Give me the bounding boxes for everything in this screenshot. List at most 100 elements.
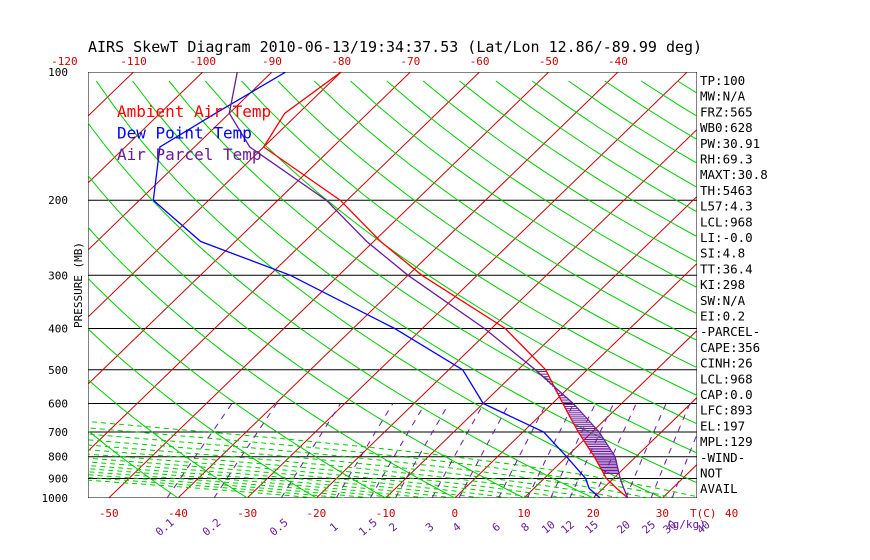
index-entry: MAXT:30.8: [700, 167, 768, 182]
pressure-tick-label: 700: [48, 426, 68, 439]
index-entry: SI:4.8: [700, 246, 745, 261]
mixing-ratio-line: [593, 403, 637, 498]
moist-adiabat-line: [88, 427, 677, 498]
cape-hatch: [537, 371, 619, 475]
dry-adiabat-line: [313, 80, 697, 341]
bottom-temp-tick-label: -10: [376, 507, 396, 520]
dew-point-line: [152, 72, 601, 498]
dry-adiabat-line: [88, 429, 179, 498]
isotherm-line: [108, 72, 550, 498]
bottom-temp-tick-label: 40: [725, 507, 738, 520]
mixing-ratio-tick-label: 0.2: [200, 516, 224, 539]
index-entry: MPL:129: [700, 434, 753, 449]
moist-adiabat-line: [88, 461, 483, 498]
dry-adiabat-line: [422, 80, 697, 263]
top-temp-tick-label: -100: [189, 55, 216, 68]
index-entry: NOT: [700, 466, 723, 481]
isotherm-line: [88, 72, 342, 318]
mixing-ratio-line: [394, 403, 450, 498]
dry-adiabat-line: [204, 80, 697, 425]
mixing-ratio-tick-label: 4: [450, 520, 464, 534]
pressure-tick-label: 400: [48, 322, 68, 335]
moist-adiabat-line: [88, 421, 697, 498]
mixing-ratio-tick-label: 20: [614, 518, 633, 536]
mixing-ratio-line: [550, 403, 596, 498]
dry-adiabat-line: [168, 80, 697, 454]
index-entry: -WIND-: [700, 450, 745, 465]
dry-adiabat-line: [459, 80, 697, 238]
index-entry: TP:100: [700, 73, 745, 88]
isotherm-line: [523, 329, 697, 498]
pressure-tick-label: 800: [48, 451, 68, 464]
dry-adiabat-line: [241, 80, 697, 396]
dry-adiabat-line: [88, 378, 249, 498]
index-entry: WB0:628: [700, 120, 753, 135]
legend-entry: Ambient Air Temp: [117, 102, 271, 121]
pressure-tick-label: 500: [48, 364, 68, 377]
mixing-ratio-line: [527, 403, 575, 498]
ambient-temp-line: [262, 72, 629, 498]
top-temp-tick-label: -110: [120, 55, 147, 68]
index-entry: TH:5463: [700, 183, 753, 198]
mixing-ratio-line: [369, 403, 426, 498]
x-axis-label: T(C): [690, 507, 717, 520]
pressure-tick-label: 1000: [42, 492, 69, 505]
legend-entry: Dew Point Temp: [117, 124, 252, 143]
pressure-tick-label: 900: [48, 473, 68, 486]
mixing-ratio-tick-label: 2: [386, 520, 399, 534]
bottom-temp-tick-label: -20: [306, 507, 326, 520]
pressure-tick-label: 100: [48, 66, 68, 79]
index-entry: PW:30.91: [700, 136, 760, 151]
index-entry: EI:0.2: [700, 309, 745, 324]
mixing-ratio-line: [431, 403, 485, 498]
legend-entry: Air Parcel Temp: [117, 145, 262, 164]
mixing-ratio-tick-label: 15: [582, 518, 601, 536]
bottom-temp-tick-label: -30: [237, 507, 257, 520]
isotherm-line: [246, 72, 688, 498]
top-temp-tick-label: -80: [331, 55, 351, 68]
index-entry: EL:197: [700, 418, 745, 433]
bottom-temp-tick-label: 0: [451, 507, 458, 520]
parcel-temp-line: [228, 72, 629, 498]
pressure-tick-label: 300: [48, 269, 68, 282]
mixing-ratio-line: [213, 403, 278, 498]
mixing-ratio-tick-label: 12: [558, 518, 577, 536]
top-temp-tick-label: -40: [608, 55, 628, 68]
isotherm-line: [454, 262, 697, 498]
index-entry: LCL:968: [700, 214, 753, 229]
bottom-temp-tick-label: -40: [168, 507, 188, 520]
index-entry: KI:298: [700, 277, 745, 292]
mixing-ratio-tick-label: 0.5: [267, 516, 291, 539]
dry-adiabat-line: [495, 80, 697, 213]
y-axis-label: PRESSURE (MB): [72, 242, 85, 328]
index-entry: SW:N/A: [700, 293, 746, 308]
mixing-ratio-line: [280, 403, 342, 498]
dry-adiabat-line: [88, 226, 456, 498]
index-entry: CAP:0.0: [700, 387, 753, 402]
index-entry: AVAIL: [700, 481, 738, 496]
bottom-temp-tick-label: -50: [99, 507, 119, 520]
mixing-ratio-line: [335, 403, 394, 498]
bottom-temp-tick-label: 30: [656, 507, 669, 520]
chart-title: AIRS SkewT Diagram 2010-06-13/19:34:37.5…: [88, 38, 702, 56]
moist-adiabat-line: [88, 457, 511, 498]
isotherm-line: [88, 72, 480, 452]
mixing-ratio-line: [458, 403, 510, 498]
isotherm-line: [316, 128, 697, 498]
dry-adiabat-line: [88, 174, 526, 498]
index-entry: LCL:968: [700, 371, 753, 386]
mixing-ratio-line: [166, 403, 233, 498]
isotherm-line: [385, 195, 697, 498]
dry-adiabat-line: [88, 121, 595, 498]
pressure-tick-label: 600: [48, 397, 68, 410]
plot-grid: [88, 72, 697, 498]
dry-adiabat-line: [95, 80, 664, 498]
top-temp-tick-label: -50: [539, 55, 559, 68]
dry-adiabat-line: [386, 80, 697, 289]
top-temp-tick-label: -120: [51, 55, 78, 68]
index-entry: LI:-0.0: [700, 230, 753, 245]
index-entry: TT:36.4: [700, 261, 753, 276]
top-temp-tick-label: -70: [400, 55, 420, 68]
top-temp-tick-label: -60: [470, 55, 490, 68]
